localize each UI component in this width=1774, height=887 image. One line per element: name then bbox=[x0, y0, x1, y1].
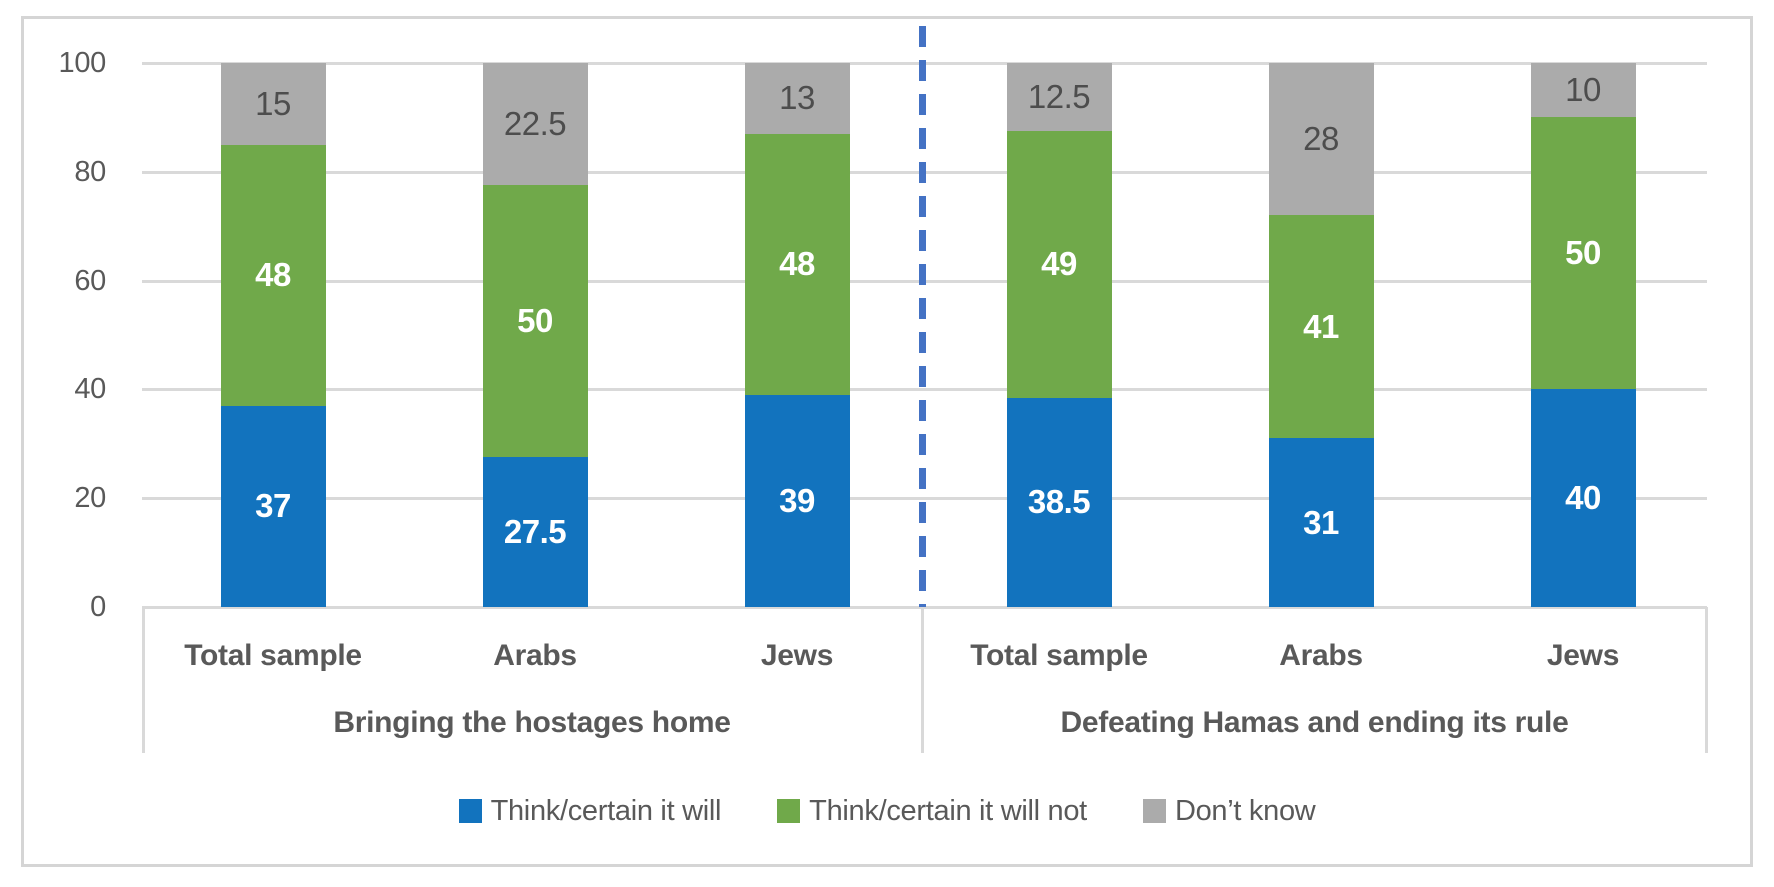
legend-item-think-certain-it-will-not: Think/certain it will not bbox=[777, 795, 1087, 827]
bar-segment-think-certain-it-will-2: 39 bbox=[744, 394, 850, 607]
category-label-arabs-4: Arabs bbox=[1279, 639, 1363, 672]
bar-segment-don-t-know-5: 10 bbox=[1530, 63, 1636, 118]
legend: Think/certain it will Think/certain it wi… bbox=[0, 786, 1774, 836]
data-label: 28 bbox=[1303, 120, 1339, 158]
y-axis-tick-label: 40 bbox=[74, 373, 106, 406]
group-divider-dashed-line bbox=[919, 26, 926, 607]
data-label: 48 bbox=[255, 256, 291, 294]
category-label-total-sample-3: Total sample bbox=[970, 639, 1148, 672]
category-label-arabs-1: Arabs bbox=[493, 639, 577, 672]
bar-segment-don-t-know-2: 13 bbox=[744, 63, 850, 134]
bar-segment-think-certain-it-will-not-3: 49 bbox=[1006, 131, 1112, 398]
category-label-jews-5: Jews bbox=[1546, 639, 1620, 672]
data-label: 13 bbox=[779, 79, 815, 117]
bar-segment-think-certain-it-will-1: 27.5 bbox=[482, 457, 588, 607]
legend-swatch-don-t-know bbox=[1142, 799, 1166, 823]
data-label: 27.5 bbox=[503, 513, 567, 551]
data-label: 50 bbox=[1565, 234, 1601, 272]
data-label: 39 bbox=[779, 481, 815, 519]
label-area-border-1 bbox=[921, 607, 924, 753]
bar-segment-think-certain-it-will-not-4: 41 bbox=[1268, 215, 1374, 439]
data-label: 12.5 bbox=[1027, 78, 1091, 115]
group-label-bringing-the-hostages-home: Bringing the hostages home bbox=[333, 706, 731, 739]
bar-segment-think-certain-it-will-4: 31 bbox=[1268, 438, 1374, 607]
y-axis-tick-label: 20 bbox=[74, 482, 106, 515]
y-axis-tick-label: 0 bbox=[90, 591, 106, 623]
data-label: 31 bbox=[1303, 503, 1339, 541]
y-axis-tick-label: 100 bbox=[58, 47, 107, 79]
legend-item-think-certain-it-will: Think/certain it will bbox=[458, 795, 722, 827]
data-label: 41 bbox=[1303, 307, 1339, 345]
legend-label: Think/certain it will not bbox=[809, 795, 1087, 827]
bar-segment-think-certain-it-will-0: 37 bbox=[220, 405, 326, 607]
bar-segment-think-certain-it-will-not-5: 50 bbox=[1530, 117, 1636, 390]
legend-swatch-think-certain-it-will bbox=[458, 799, 482, 823]
legend-item-don-t-know: Don’t know bbox=[1142, 795, 1316, 827]
bar-segment-think-certain-it-will-not-0: 48 bbox=[220, 144, 326, 406]
legend-label: Think/certain it will bbox=[490, 795, 722, 827]
bar-segment-don-t-know-3: 12.5 bbox=[1006, 63, 1112, 131]
data-label: 50 bbox=[517, 302, 553, 340]
data-label: 49 bbox=[1041, 245, 1077, 283]
legend-label: Don’t know bbox=[1174, 795, 1316, 827]
bar-segment-don-t-know-4: 28 bbox=[1268, 63, 1374, 216]
gridline-0 bbox=[142, 606, 1707, 609]
bar-segment-don-t-know-0: 15 bbox=[220, 63, 326, 145]
bar-segment-think-certain-it-will-3: 38.5 bbox=[1006, 397, 1112, 607]
legend-swatch-think-certain-it-will-not bbox=[777, 799, 801, 823]
data-label: 15 bbox=[255, 84, 291, 122]
data-label: 38.5 bbox=[1027, 483, 1091, 521]
data-label: 48 bbox=[779, 245, 815, 283]
data-label: 22.5 bbox=[503, 105, 567, 143]
data-label: 37 bbox=[255, 487, 291, 525]
data-label: 40 bbox=[1565, 479, 1601, 517]
bar-segment-think-certain-it-will-5: 40 bbox=[1530, 389, 1636, 607]
category-label-jews-2: Jews bbox=[760, 639, 834, 672]
y-axis-tick-label: 80 bbox=[74, 155, 106, 188]
bar-segment-don-t-know-1: 22.5 bbox=[482, 63, 588, 186]
bar-segment-think-certain-it-will-not-1: 50 bbox=[482, 185, 588, 458]
bar-segment-think-certain-it-will-not-2: 48 bbox=[744, 133, 850, 395]
category-label-total-sample-0: Total sample bbox=[184, 639, 362, 672]
label-area-border-0 bbox=[142, 607, 145, 753]
y-axis-tick-label: 60 bbox=[74, 264, 106, 297]
group-label-defeating-hamas-and-ending-its-rule: Defeating Hamas and ending its rule bbox=[1060, 706, 1569, 739]
data-label: 10 bbox=[1565, 71, 1601, 109]
label-area-border-2 bbox=[1705, 607, 1708, 753]
